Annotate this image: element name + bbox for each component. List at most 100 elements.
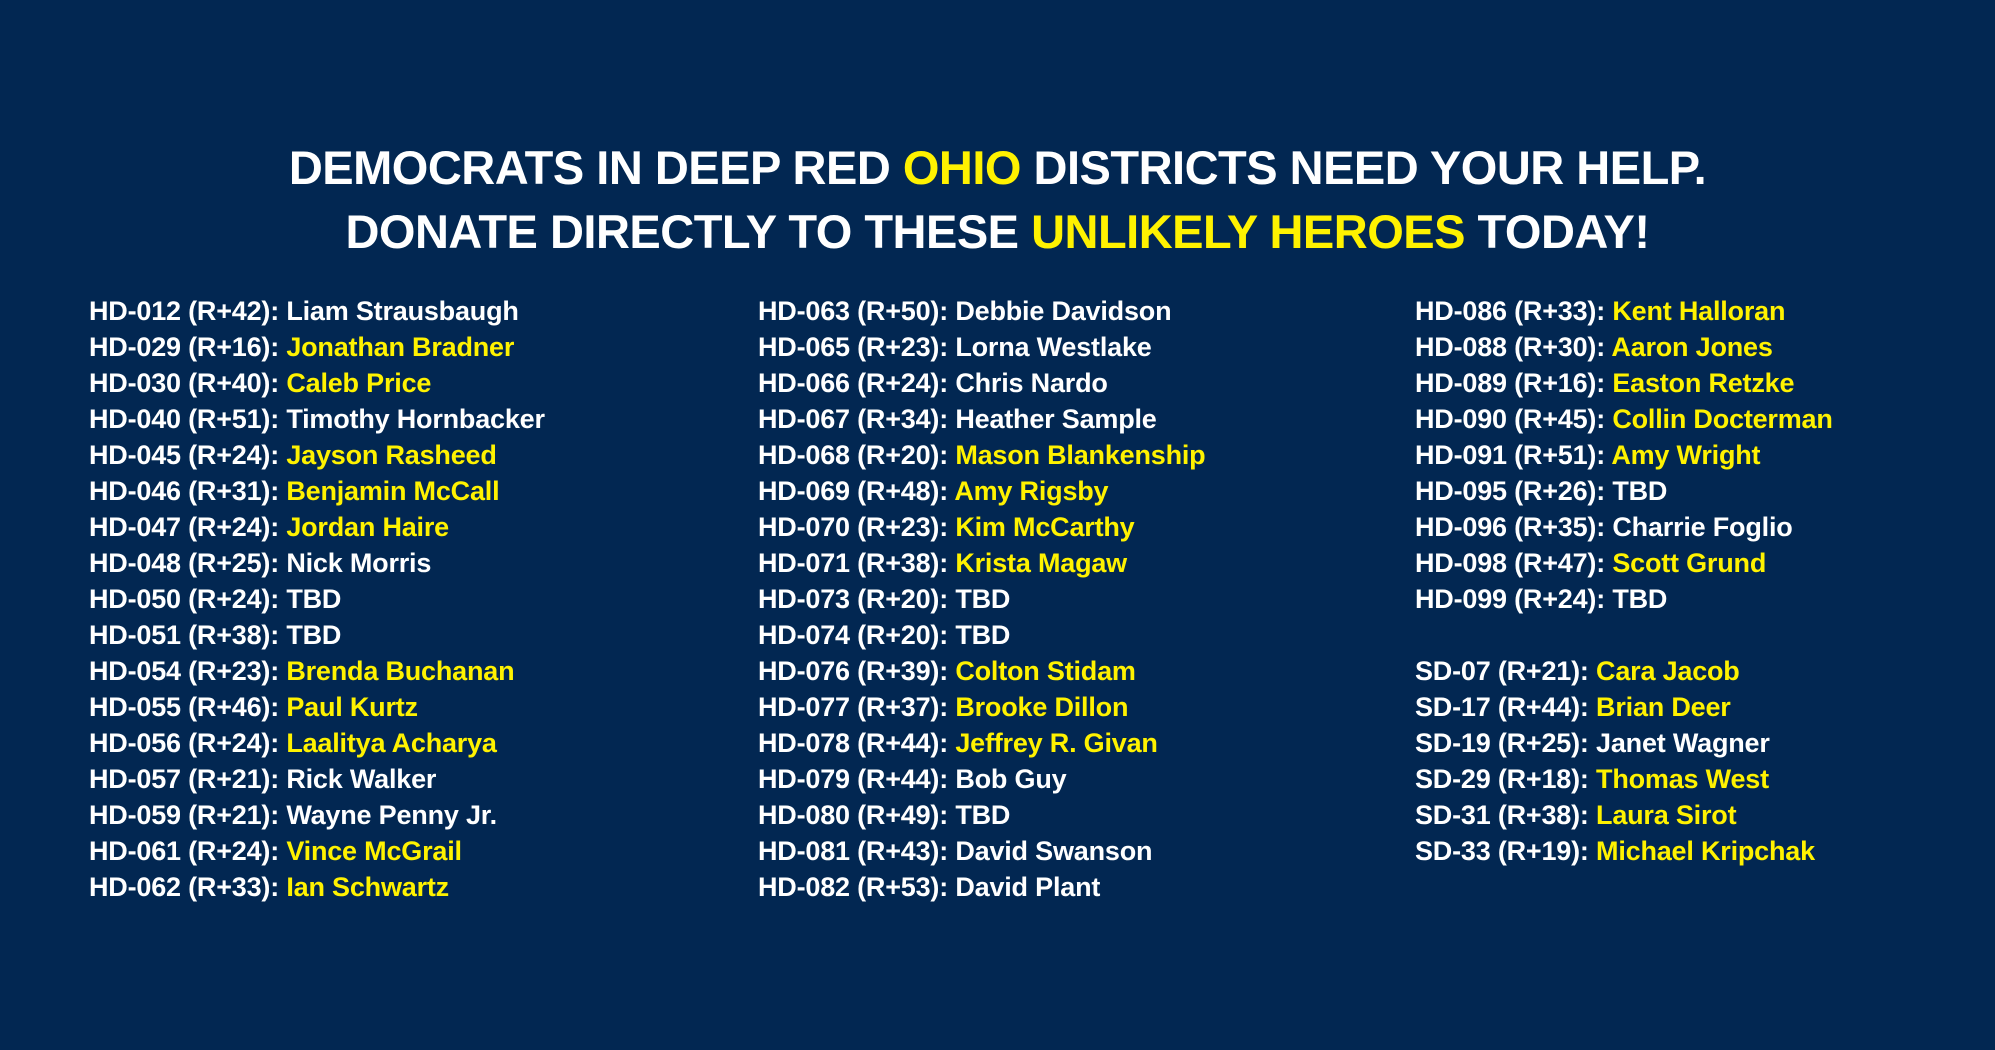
candidate-name: Scott Grund [1612,548,1767,578]
candidate-name: Amy Rigsby [954,476,1109,506]
candidate-name: Benjamin McCall [286,476,500,506]
district-label: HD-073 (R+20): [758,584,949,614]
candidate-name: Laalitya Acharya [286,728,497,758]
district-label: HD-096 (R+35): [1415,512,1606,542]
district-label: HD-091 (R+51): [1415,440,1606,470]
candidate-name: TBD [1612,476,1668,506]
candidate-name: Easton Retzke [1612,368,1795,398]
candidate-row: HD-086 (R+33): Kent Halloran [1415,293,1833,329]
district-label: SD-33 (R+19): [1415,836,1589,866]
candidate-name: TBD [955,620,1011,650]
candidate-name: Thomas West [1596,764,1769,794]
district-label: HD-070 (R+23): [758,512,949,542]
district-label: HD-099 (R+24): [1415,584,1606,614]
district-label: SD-17 (R+44): [1415,692,1589,722]
candidate-row: HD-077 (R+37): Brooke Dillon [758,689,1205,725]
district-label: HD-046 (R+31): [89,476,280,506]
district-label: HD-065 (R+23): [758,332,949,362]
district-label: HD-056 (R+24): [89,728,280,758]
candidate-name: TBD [286,620,342,650]
district-label: HD-079 (R+44): [758,764,949,794]
candidate-column-3: HD-086 (R+33): Kent Halloran HD-088 (R+30… [1415,293,1833,869]
district-label: HD-062 (R+33): [89,872,280,902]
candidate-name: Vince McGrail [286,836,462,866]
candidate-name: Debbie Davidson [955,296,1172,326]
district-label: SD-07 (R+21): [1415,656,1589,686]
district-label: HD-074 (R+20): [758,620,949,650]
candidate-name: Collin Docterman [1612,404,1833,434]
district-label: HD-082 (R+53): [758,872,949,902]
candidate-row: HD-091 (R+51): Amy Wright [1415,437,1833,473]
district-label: HD-098 (R+47): [1415,548,1606,578]
district-label: HD-057 (R+21): [89,764,280,794]
candidate-name: Bob Guy [955,764,1067,794]
district-label: SD-19 (R+25): [1415,728,1589,758]
candidate-row: HD-065 (R+23): Lorna Westlake [758,329,1205,365]
candidate-row: HD-059 (R+21): Wayne Penny Jr. [89,797,545,833]
candidate-row: SD-07 (R+21): Cara Jacob [1415,653,1833,689]
candidate-row: HD-012 (R+42): Liam Strausbaugh [89,293,545,329]
headline-text: DONATE DIRECTLY TO THESE [345,205,1032,258]
headline-highlight: OHIO [902,141,1022,194]
candidate-row: HD-050 (R+24): TBD [89,581,545,617]
candidate-row: HD-096 (R+35): Charrie Foglio [1415,509,1833,545]
candidate-name: Jayson Rasheed [286,440,497,470]
district-label: HD-047 (R+24): [89,512,280,542]
candidate-row: SD-17 (R+44): Brian Deer [1415,689,1833,725]
candidate-name: Amy Wright [1611,440,1761,470]
candidate-row: HD-073 (R+20): TBD [758,581,1205,617]
candidate-name: Caleb Price [286,368,432,398]
candidate-row: HD-099 (R+24): TBD [1415,581,1833,617]
candidate-row: HD-029 (R+16): Jonathan Bradner [89,329,545,365]
candidate-name: Chris Nardo [955,368,1108,398]
district-label: HD-050 (R+24): [89,584,280,614]
district-label: HD-068 (R+20): [758,440,949,470]
district-label: HD-069 (R+48): [758,476,949,506]
candidate-row: HD-068 (R+20): Mason Blankenship [758,437,1206,473]
candidate-name: Kim McCarthy [955,512,1135,542]
candidate-row: HD-046 (R+31): Benjamin McCall [89,473,545,509]
candidate-name: Aaron Jones [1611,332,1773,362]
candidate-row: HD-055 (R+46): Paul Kurtz [89,689,545,725]
candidate-name: Ian Schwartz [286,872,449,902]
candidate-name: Brenda Buchanan [286,656,515,686]
district-label: HD-078 (R+44): [758,728,949,758]
candidate-name: Lorna Westlake [955,332,1152,362]
candidate-row: HD-045 (R+24): Jayson Rasheed [89,437,545,473]
headline-line-2: DONATE DIRECTLY TO THESE UNLIKELY HEROES… [0,208,1995,255]
candidate-name: Rick Walker [286,764,437,794]
candidate-name: Michael Kripchak [1596,836,1815,866]
candidate-row: HD-062 (R+33): Ian Schwartz [89,869,545,905]
candidate-row: HD-030 (R+40): Caleb Price [89,365,545,401]
district-label: HD-051 (R+38): [89,620,280,650]
district-label: HD-088 (R+30): [1415,332,1606,362]
candidate-name: TBD [955,800,1011,830]
candidate-row: HD-070 (R+23): Kim McCarthy [758,509,1205,545]
district-label: HD-077 (R+37): [758,692,949,722]
district-label: HD-081 (R+43): [758,836,949,866]
candidate-name: Krista Magaw [955,548,1127,578]
district-label: HD-040 (R+51): [89,404,280,434]
district-label: HD-055 (R+46): [89,692,280,722]
candidate-name: Jonathan Bradner [286,332,515,362]
group-spacer [1415,617,1833,653]
district-label: SD-31 (R+38): [1415,800,1589,830]
district-label: HD-090 (R+45): [1415,404,1606,434]
candidate-row: HD-054 (R+23): Brenda Buchanan [89,653,545,689]
candidate-name: TBD [955,584,1011,614]
district-label: HD-061 (R+24): [89,836,280,866]
candidate-row: HD-057 (R+21): Rick Walker [89,761,545,797]
candidate-name: Brooke Dillon [955,692,1129,722]
candidate-row: HD-040 (R+51): Timothy Hornbacker [89,401,545,437]
candidate-name: TBD [286,584,342,614]
candidate-name: Heather Sample [955,404,1157,434]
candidate-name: Cara Jacob [1596,656,1740,686]
candidate-name: David Swanson [955,836,1153,866]
candidate-row: HD-069 (R+48): Amy Rigsby [758,473,1205,509]
candidate-row: HD-082 (R+53): David Plant [758,869,1205,905]
district-label: HD-048 (R+25): [89,548,280,578]
candidate-name: TBD [1612,584,1668,614]
candidate-row: HD-063 (R+50): Debbie Davidson [758,293,1205,329]
candidate-row: SD-19 (R+25): Janet Wagner [1415,725,1833,761]
district-label: HD-030 (R+40): [89,368,280,398]
